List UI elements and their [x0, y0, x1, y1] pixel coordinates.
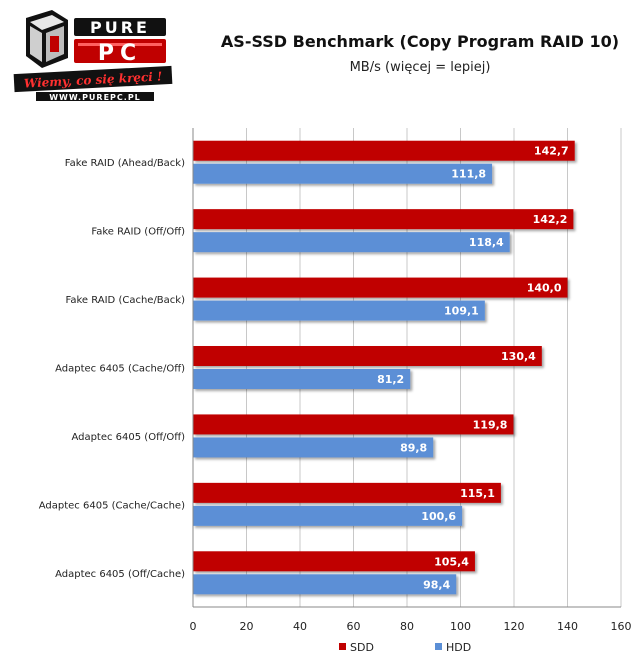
bar-sdd	[193, 209, 574, 230]
category-label: Adaptec 6405 (Cache/Off)	[55, 364, 185, 375]
data-label: 98,4	[423, 578, 450, 591]
x-tick-label: 60	[347, 620, 361, 633]
x-tick-label: 80	[400, 620, 414, 633]
x-tick-label: 20	[240, 620, 254, 633]
x-tick-label: 100	[450, 620, 471, 633]
chart-subtitle: MB/s (więcej = lepiej)	[349, 60, 491, 75]
bar-sdd	[193, 414, 514, 435]
bar-sdd	[193, 551, 475, 572]
bar-sdd	[193, 277, 568, 298]
bar-sdd	[193, 482, 501, 503]
x-tick-label: 120	[504, 620, 525, 633]
x-tick-label: 40	[293, 620, 307, 633]
logo-url: WWW.PUREPC.PL	[49, 93, 141, 102]
x-tick-label: 140	[557, 620, 578, 633]
bar-hdd	[193, 437, 434, 458]
bar-hdd	[193, 300, 485, 321]
category-label: Fake RAID (Off/Off)	[91, 227, 185, 238]
bar-hdd	[193, 163, 493, 184]
data-label: 109,1	[444, 305, 479, 318]
legend-swatch	[435, 643, 442, 650]
data-label: 100,6	[421, 510, 456, 523]
chart-title: AS-SSD Benchmark (Copy Program RAID 10)	[220, 32, 620, 51]
data-label: 115,1	[460, 487, 495, 500]
legend-label: SDD	[350, 641, 374, 654]
bar-sdd	[193, 346, 542, 366]
bar-hdd	[193, 505, 463, 526]
x-tick-label: 160	[611, 620, 632, 633]
legend-label: HDD	[446, 641, 471, 654]
data-label: 81,2	[377, 373, 404, 386]
category-label: Fake RAID (Cache/Back)	[66, 295, 186, 306]
data-label: 111,8	[451, 168, 486, 181]
data-label: 119,8	[473, 418, 508, 431]
category-label: Adaptec 6405 (Off/Cache)	[55, 569, 185, 580]
data-label: 89,8	[400, 441, 427, 454]
bar-hdd	[193, 369, 411, 389]
logo-brand-bottom: PC	[98, 41, 142, 66]
data-label: 118,4	[469, 236, 504, 249]
data-label: 142,2	[533, 213, 568, 226]
category-label: Fake RAID (Ahead/Back)	[65, 158, 185, 169]
purepc-logo: PURE PC Wiemy, co się kręci ! WWW.PUREPC.PL	[8, 6, 178, 106]
category-label: Adaptec 6405 (Off/Off)	[71, 432, 185, 443]
logo-brand-top: PURE	[90, 18, 150, 37]
bar-sdd	[193, 140, 575, 161]
bar-hdd	[193, 232, 510, 253]
bar-hdd	[193, 574, 457, 595]
x-tick-label: 0	[190, 620, 197, 633]
data-label: 142,7	[534, 145, 569, 158]
data-label: 130,4	[501, 350, 536, 363]
data-label: 105,4	[434, 555, 469, 568]
data-label: 140,0	[527, 282, 562, 295]
legend-swatch	[339, 643, 346, 650]
category-label: Adaptec 6405 (Cache/Cache)	[39, 500, 185, 511]
